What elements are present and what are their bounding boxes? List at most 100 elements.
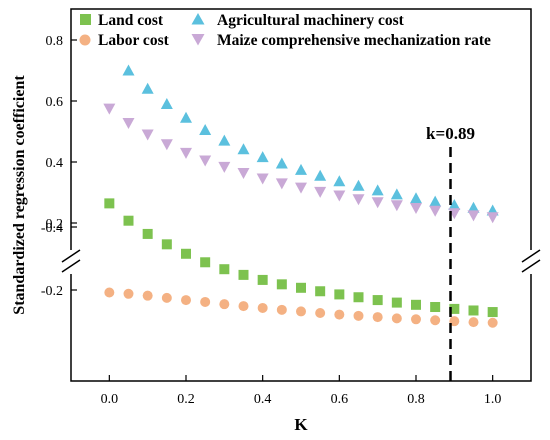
- point-maize-comprehensive-mechanization-rate: [410, 203, 422, 215]
- k-annotation: k=0.89: [426, 124, 475, 143]
- point-agricultural-machinery-cost: [122, 64, 135, 76]
- point-maize-comprehensive-mechanization-rate: [256, 173, 269, 185]
- y-tick-label: 0.2: [46, 217, 64, 232]
- point-maize-comprehensive-mechanization-rate: [333, 190, 346, 202]
- legend-label-maize-mechanization-rate: Maize comprehensive mechanization rate: [217, 32, 491, 49]
- point-agricultural-machinery-cost: [314, 169, 327, 181]
- point-land-cost: [353, 292, 364, 303]
- y-tick-label: -0.2: [41, 284, 63, 299]
- point-maize-comprehensive-mechanization-rate: [371, 197, 384, 209]
- point-land-cost: [219, 264, 230, 275]
- legend-marker-agricultural-machinery-cost: [191, 13, 205, 25]
- point-maize-comprehensive-mechanization-rate: [199, 155, 212, 167]
- point-maize-comprehensive-mechanization-rate: [429, 205, 442, 217]
- point-land-cost: [200, 257, 211, 268]
- point-labor-cost: [315, 307, 326, 318]
- point-labor-cost: [334, 309, 345, 320]
- point-agricultural-machinery-cost: [467, 201, 480, 213]
- point-labor-cost: [161, 292, 172, 303]
- point-land-cost: [391, 297, 402, 308]
- point-labor-cost: [487, 317, 498, 328]
- point-land-cost: [430, 302, 441, 313]
- axis-break: [61, 249, 541, 273]
- axis-break-mark: [521, 259, 541, 273]
- point-land-cost: [296, 282, 306, 293]
- point-labor-cost: [142, 290, 153, 301]
- point-labor-cost: [430, 315, 441, 326]
- point-maize-comprehensive-mechanization-rate: [486, 212, 499, 224]
- y-axis-title: Standardized regression coefficient: [11, 75, 28, 315]
- point-labor-cost: [200, 296, 211, 307]
- legend-label-agricultural-machinery-cost: Agricultural machinery cost: [217, 12, 405, 29]
- point-labor-cost: [353, 310, 364, 321]
- legend-label-labor-cost: Labor cost: [98, 32, 170, 49]
- point-land-cost: [449, 303, 460, 314]
- point-labor-cost: [104, 287, 115, 298]
- point-labor-cost: [468, 317, 479, 328]
- point-land-cost: [257, 274, 268, 285]
- x-axis-title: K: [294, 415, 308, 434]
- point-agricultural-machinery-cost: [141, 82, 154, 94]
- x-tick-label: 0.6: [331, 392, 349, 407]
- x-tick-label: 0.2: [177, 392, 195, 407]
- axis-break-gap: [60, 250, 542, 274]
- point-land-cost: [334, 289, 345, 300]
- y-tick-label: 0.4: [46, 156, 64, 171]
- y-tick-label: -0.4: [41, 221, 63, 236]
- point-agricultural-machinery-cost: [448, 199, 461, 211]
- point-labor-cost: [411, 314, 421, 325]
- point-maize-comprehensive-mechanization-rate: [314, 186, 327, 198]
- ticks: 0.0 0.2 0.4 0.6 0.8 1.0 0.2 0.4 0.6 0.8 -0.2 -0.4: [41, 34, 502, 407]
- point-agricultural-machinery-cost: [333, 175, 346, 187]
- x-tick-label: 1.0: [484, 392, 502, 407]
- point-maize-comprehensive-mechanization-rate: [352, 194, 365, 206]
- point-agricultural-machinery-cost: [237, 143, 250, 155]
- point-agricultural-machinery-cost: [160, 98, 173, 110]
- point-land-cost: [104, 198, 115, 209]
- axis-break-mark: [61, 249, 81, 263]
- point-land-cost: [142, 228, 153, 239]
- point-labor-cost: [372, 312, 383, 323]
- legend-marker-labor-cost: [79, 34, 91, 46]
- point-agricultural-machinery-cost: [295, 163, 307, 175]
- point-maize-comprehensive-mechanization-rate: [103, 103, 116, 115]
- point-agricultural-machinery-cost: [199, 123, 212, 135]
- point-labor-cost: [257, 302, 268, 313]
- point-agricultural-machinery-cost: [218, 134, 231, 146]
- point-maize-comprehensive-mechanization-rate: [237, 167, 250, 179]
- point-maize-comprehensive-mechanization-rate: [448, 208, 461, 220]
- point-agricultural-machinery-cost: [371, 184, 384, 196]
- point-maize-comprehensive-mechanization-rate: [218, 161, 231, 173]
- point-labor-cost: [296, 306, 306, 317]
- point-land-cost: [487, 307, 498, 318]
- point-agricultural-machinery-cost: [410, 192, 422, 204]
- point-land-cost: [411, 299, 421, 310]
- point-land-cost: [276, 279, 287, 290]
- point-maize-comprehensive-mechanization-rate: [295, 182, 307, 194]
- point-maize-comprehensive-mechanization-rate: [160, 139, 173, 151]
- x-tick-label: 0.4: [254, 392, 272, 407]
- point-maize-comprehensive-mechanization-rate: [141, 129, 154, 141]
- legend-label-land-cost: Land cost: [98, 12, 164, 29]
- point-agricultural-machinery-cost: [256, 151, 269, 163]
- x-tick-label: 0.0: [101, 392, 119, 407]
- point-maize-comprehensive-mechanization-rate: [275, 178, 288, 190]
- marks: [103, 64, 499, 328]
- point-land-cost: [372, 295, 383, 306]
- y-tick-label: 0.6: [46, 95, 64, 110]
- axis-break-mark: [521, 249, 541, 263]
- point-maize-comprehensive-mechanization-rate: [390, 200, 403, 212]
- point-land-cost: [181, 248, 191, 259]
- point-labor-cost: [449, 316, 460, 327]
- x-tick-label: 0.8: [407, 392, 425, 407]
- point-agricultural-machinery-cost: [180, 111, 192, 123]
- point-agricultural-machinery-cost: [390, 188, 403, 200]
- point-labor-cost: [238, 301, 249, 312]
- point-land-cost: [123, 215, 134, 226]
- point-land-cost: [238, 269, 249, 280]
- point-land-cost: [315, 286, 326, 297]
- point-maize-comprehensive-mechanization-rate: [122, 117, 135, 129]
- point-agricultural-machinery-cost: [429, 195, 442, 207]
- point-labor-cost: [391, 313, 402, 324]
